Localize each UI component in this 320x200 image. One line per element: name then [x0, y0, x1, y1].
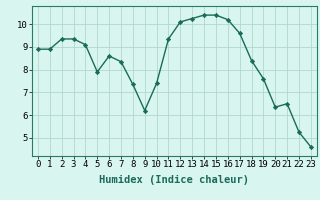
X-axis label: Humidex (Indice chaleur): Humidex (Indice chaleur): [100, 175, 249, 185]
